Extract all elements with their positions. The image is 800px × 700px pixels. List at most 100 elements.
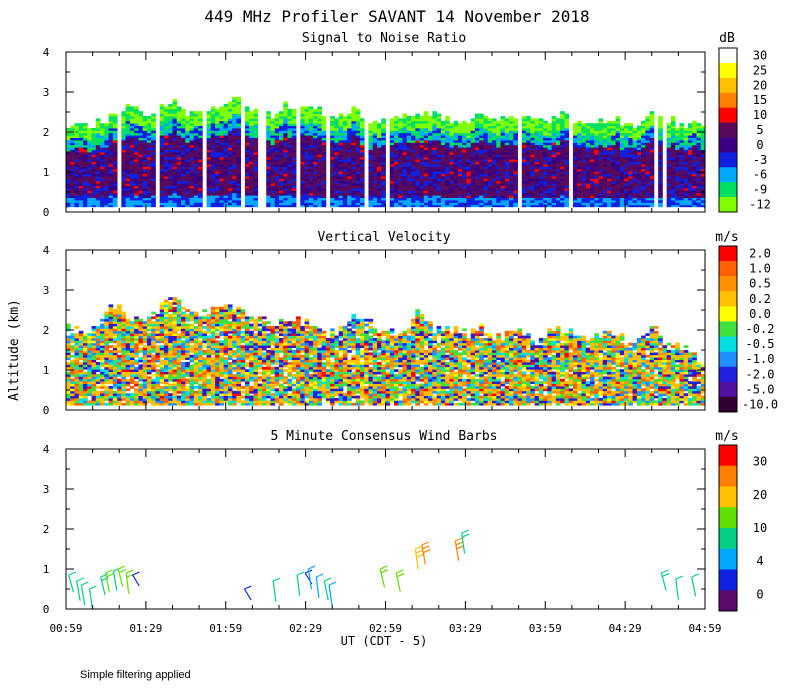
heatmap-cell: [372, 137, 378, 141]
heatmap-cell: [641, 147, 646, 150]
heatmap-cell: [551, 125, 557, 129]
heatmap-cell: [227, 113, 233, 117]
heatmap-cell: [551, 161, 557, 165]
heatmap-cell: [636, 202, 642, 206]
heatmap-cell: [526, 204, 531, 208]
heatmap-cell: [270, 166, 276, 170]
heatmap-cell: [359, 149, 365, 153]
heatmap-cell: [210, 200, 216, 203]
heatmap-cell: [389, 202, 395, 206]
heatmap-cell: [95, 164, 101, 167]
heatmap-cell: [402, 185, 408, 189]
heatmap-cell: [445, 188, 450, 191]
heatmap-cell: [372, 149, 378, 153]
heatmap-cell: [543, 140, 548, 143]
heatmap-cell: [513, 202, 518, 206]
heatmap-cell: [232, 132, 237, 136]
heatmap-cell: [602, 137, 608, 141]
heatmap-cell: [210, 147, 216, 150]
heatmap-cell: [394, 159, 399, 162]
heatmap-cell: [236, 183, 242, 186]
heatmap-cell: [347, 118, 352, 122]
heatmap-cell: [159, 171, 165, 174]
heatmap-cell: [474, 132, 480, 136]
heatmap-cell: [509, 166, 514, 170]
heatmap-cell: [389, 161, 395, 165]
heatmap-cell: [670, 156, 676, 160]
heatmap-cell: [244, 156, 250, 160]
heatmap-cell: [436, 161, 442, 165]
heatmap-cell: [206, 125, 212, 129]
heatmap-cell: [555, 130, 561, 134]
heatmap-cell: [547, 183, 553, 186]
heatmap-cell: [564, 118, 570, 122]
heatmap-cell: [564, 120, 570, 124]
heatmap-cell: [176, 128, 182, 131]
heatmap-cell: [270, 202, 276, 206]
heatmap-cell: [151, 202, 156, 206]
heatmap-cell: [168, 197, 173, 201]
heatmap-cell: [193, 180, 199, 184]
heatmap-cell: [223, 111, 229, 114]
heatmap-cell: [125, 197, 131, 201]
heatmap-cell: [492, 185, 497, 189]
heatmap-cell: [500, 200, 506, 203]
heatmap-cell: [134, 195, 139, 198]
heatmap-cell: [530, 149, 535, 153]
heatmap-cell: [428, 137, 433, 141]
heatmap-cell: [279, 147, 284, 150]
heatmap-cell: [185, 137, 190, 141]
heatmap-cell: [645, 142, 651, 146]
heatmap-cell: [406, 195, 412, 198]
heatmap-cell: [457, 188, 463, 191]
heatmap-cell: [538, 173, 544, 177]
heatmap-cell: [66, 137, 71, 141]
heatmap-cell: [513, 154, 518, 158]
heatmap-cell: [675, 197, 680, 201]
heatmap-cell: [666, 130, 672, 134]
heatmap-cell: [670, 197, 676, 201]
heatmap-cell: [300, 190, 305, 194]
heatmap-cell: [232, 135, 237, 138]
heatmap-cell: [564, 154, 570, 158]
heatmap-cell: [619, 183, 625, 186]
heatmap-cell: [304, 132, 310, 136]
heatmap-cell: [125, 156, 131, 160]
heatmap-cell: [172, 195, 178, 198]
heatmap-cell: [611, 120, 616, 124]
heatmap-cell: [381, 185, 386, 189]
heatmap-cell: [100, 125, 105, 129]
heatmap-cell: [236, 125, 242, 129]
heatmap-cell: [279, 166, 284, 170]
heatmap-cell: [125, 108, 131, 112]
heatmap-cell: [168, 125, 173, 129]
heatmap-cell: [479, 173, 484, 177]
heatmap-cell: [108, 202, 114, 206]
heatmap-cell: [249, 180, 254, 184]
heatmap-cell: [389, 147, 395, 150]
heatmap-cell: [223, 130, 229, 134]
heatmap-cell: [666, 164, 672, 167]
heatmap-cell: [423, 173, 429, 177]
heatmap-cell: [151, 195, 156, 198]
heatmap-cell: [74, 154, 80, 158]
heatmap-cell: [445, 154, 450, 158]
heatmap-cell: [479, 123, 484, 126]
heatmap-cell: [394, 118, 399, 122]
heatmap-cell: [440, 204, 446, 208]
heatmap-cell: [436, 152, 442, 155]
heatmap-cell: [513, 185, 518, 189]
heatmap-cell: [189, 144, 195, 148]
heatmap-cell: [598, 140, 604, 143]
heatmap-cell: [449, 140, 455, 143]
heatmap-cell: [347, 135, 352, 138]
heatmap-cell: [521, 192, 527, 196]
heatmap-cell: [215, 188, 220, 191]
heatmap-cell: [274, 118, 280, 122]
heatmap-cell: [283, 118, 288, 122]
heatmap-cell: [453, 154, 459, 158]
heatmap-cell: [244, 125, 250, 129]
heatmap-cell: [658, 180, 663, 184]
heatmap-cell: [151, 113, 156, 117]
heatmap-cell: [206, 159, 212, 162]
